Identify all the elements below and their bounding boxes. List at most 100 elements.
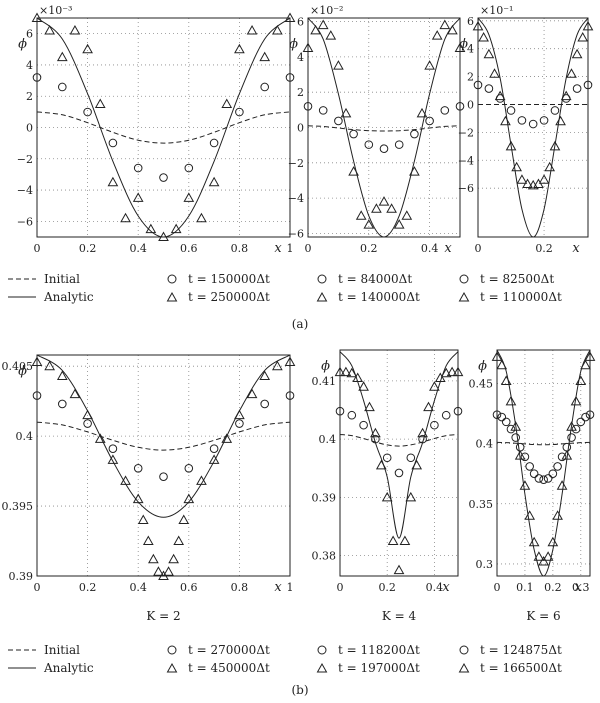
- x-tick-label: 1: [287, 581, 294, 594]
- legend-a-series-4-label: t = 140000Δt: [338, 290, 420, 304]
- triangle-marker: [416, 107, 428, 118]
- triangle-marker: [352, 372, 364, 382]
- y-tick-label: −6: [288, 227, 304, 240]
- panels-group: 0 0.2 0.4 0.6 0.8 1 −6 −4 −2 0 2 4 6 x ϕ ×10⁻³ 0 0.2 0.4 −6…: [2, 4, 596, 623]
- circle-marker: [406, 453, 416, 463]
- triangle-marker: [510, 421, 522, 431]
- chart-panel-a2: 0 0.2 0.4 −6 −4 −2 0 2 4 6 x ϕ ×10⁻²: [288, 4, 466, 256]
- triangle-marker: [173, 535, 185, 546]
- triangle-marker: [387, 535, 399, 546]
- circle-marker: [543, 474, 553, 483]
- legend-a-triangle-marker-3: [458, 291, 470, 302]
- circle-marker: [108, 138, 118, 148]
- triangle-marker: [310, 24, 321, 35]
- triangle-marker: [132, 493, 144, 504]
- triangle-marker: [221, 433, 233, 443]
- y-tick-label: 0: [297, 122, 304, 135]
- legend-b: Initial Analytic t = 270000Δt t = 450000…: [8, 643, 562, 675]
- y-tick-label: 0: [467, 98, 474, 111]
- triangle-marker: [148, 553, 159, 564]
- triangle-marker: [491, 351, 503, 361]
- triangle-marker: [246, 24, 258, 35]
- triangle-marker: [494, 90, 506, 101]
- legend-a-triangle-marker-1: [166, 291, 178, 302]
- x-tick-label: 0.2: [79, 242, 97, 255]
- legend-b-series-6-label: t = 166500Δt: [480, 661, 562, 675]
- triangle-marker: [271, 24, 283, 35]
- circle-marker: [83, 419, 92, 428]
- triangle-marker: [208, 176, 220, 187]
- circle-marker: [235, 107, 244, 117]
- triangle-marker: [325, 30, 337, 40]
- triangle-marker: [132, 192, 144, 202]
- y-tick-label: −2: [458, 126, 474, 139]
- series-line-analytic: [36, 17, 291, 238]
- triangle-marker: [234, 409, 245, 420]
- circle-marker: [303, 102, 313, 111]
- triangle-marker: [348, 166, 359, 176]
- legend-a: Initial Analytic t = 150000Δt t = 250000…: [8, 272, 562, 304]
- x-tick-label: 0.3: [572, 581, 590, 594]
- series-line-analytic: [477, 17, 589, 238]
- triangle-marker: [431, 30, 443, 40]
- panel-k-label: K = 4: [382, 609, 417, 623]
- axis-exponent-label: ×10⁻²: [310, 4, 343, 17]
- series-line-initial: [307, 125, 461, 132]
- circle-marker: [484, 84, 494, 93]
- triangle-marker: [584, 351, 596, 361]
- triangle-marker: [478, 32, 489, 42]
- circle-marker: [209, 138, 219, 148]
- triangle-marker: [158, 231, 169, 241]
- y-tick-label: 0.41: [312, 375, 337, 388]
- triangle-marker: [371, 203, 382, 213]
- triangle-marker: [439, 19, 451, 30]
- circle-marker: [184, 463, 194, 473]
- legend-b-series-3-label: t = 118200Δt: [338, 643, 420, 657]
- x-tick-label: 0.1: [516, 581, 534, 594]
- y-tick-label: 0.4: [319, 433, 337, 446]
- y-tick-label: 2: [297, 86, 304, 99]
- triangle-marker: [434, 372, 446, 382]
- legend-a-triangle-marker-2: [316, 291, 328, 302]
- x-tick-label: 0: [337, 581, 344, 594]
- y-axis-label: ϕ: [459, 37, 468, 52]
- circle-marker: [453, 406, 463, 416]
- y-axis-label: ϕ: [18, 37, 27, 52]
- x-tick-label: 0.2: [535, 242, 553, 255]
- triangle-marker: [549, 140, 561, 151]
- triangle-marker: [82, 43, 93, 54]
- triangle-marker: [168, 553, 179, 564]
- triangle-marker: [409, 166, 420, 176]
- circle-marker: [334, 116, 343, 126]
- caption-b: (b): [291, 683, 308, 697]
- y-axis-label: ϕ: [478, 359, 487, 374]
- circle-marker: [108, 444, 118, 454]
- y-tick-label: −4: [17, 184, 33, 197]
- triangle-marker: [417, 427, 428, 438]
- triangle-marker: [483, 48, 495, 59]
- series-line-initial: [496, 441, 591, 446]
- triangle-marker: [234, 43, 245, 54]
- triangle-marker: [577, 32, 589, 42]
- y-tick-label: 6: [297, 16, 304, 29]
- circle-marker: [209, 444, 219, 454]
- triangle-marker: [500, 375, 512, 385]
- triangle-marker: [393, 219, 405, 229]
- circle-marker: [184, 163, 194, 173]
- circle-marker: [550, 106, 560, 115]
- triangle-marker: [405, 491, 417, 502]
- triangle-marker: [472, 20, 484, 31]
- circle-marker: [133, 163, 143, 173]
- triangle-marker: [107, 454, 119, 464]
- series-line-analytic: [496, 349, 591, 577]
- triangle-marker: [196, 212, 207, 223]
- y-axis-label: ϕ: [18, 364, 27, 379]
- circle-marker: [349, 129, 358, 139]
- legend-a-series-3-label: t = 84000Δt: [338, 272, 412, 286]
- circle-marker: [32, 73, 42, 82]
- triangle-marker: [120, 475, 131, 485]
- x-tick-label: 0.6: [180, 581, 198, 594]
- circle-marker: [576, 417, 586, 427]
- circle-marker: [528, 119, 538, 129]
- chart-panel-b3: 0 0.1 0.2 0.3 0.3 0.35 0.4 0.45 x ϕ K = 6: [469, 349, 596, 623]
